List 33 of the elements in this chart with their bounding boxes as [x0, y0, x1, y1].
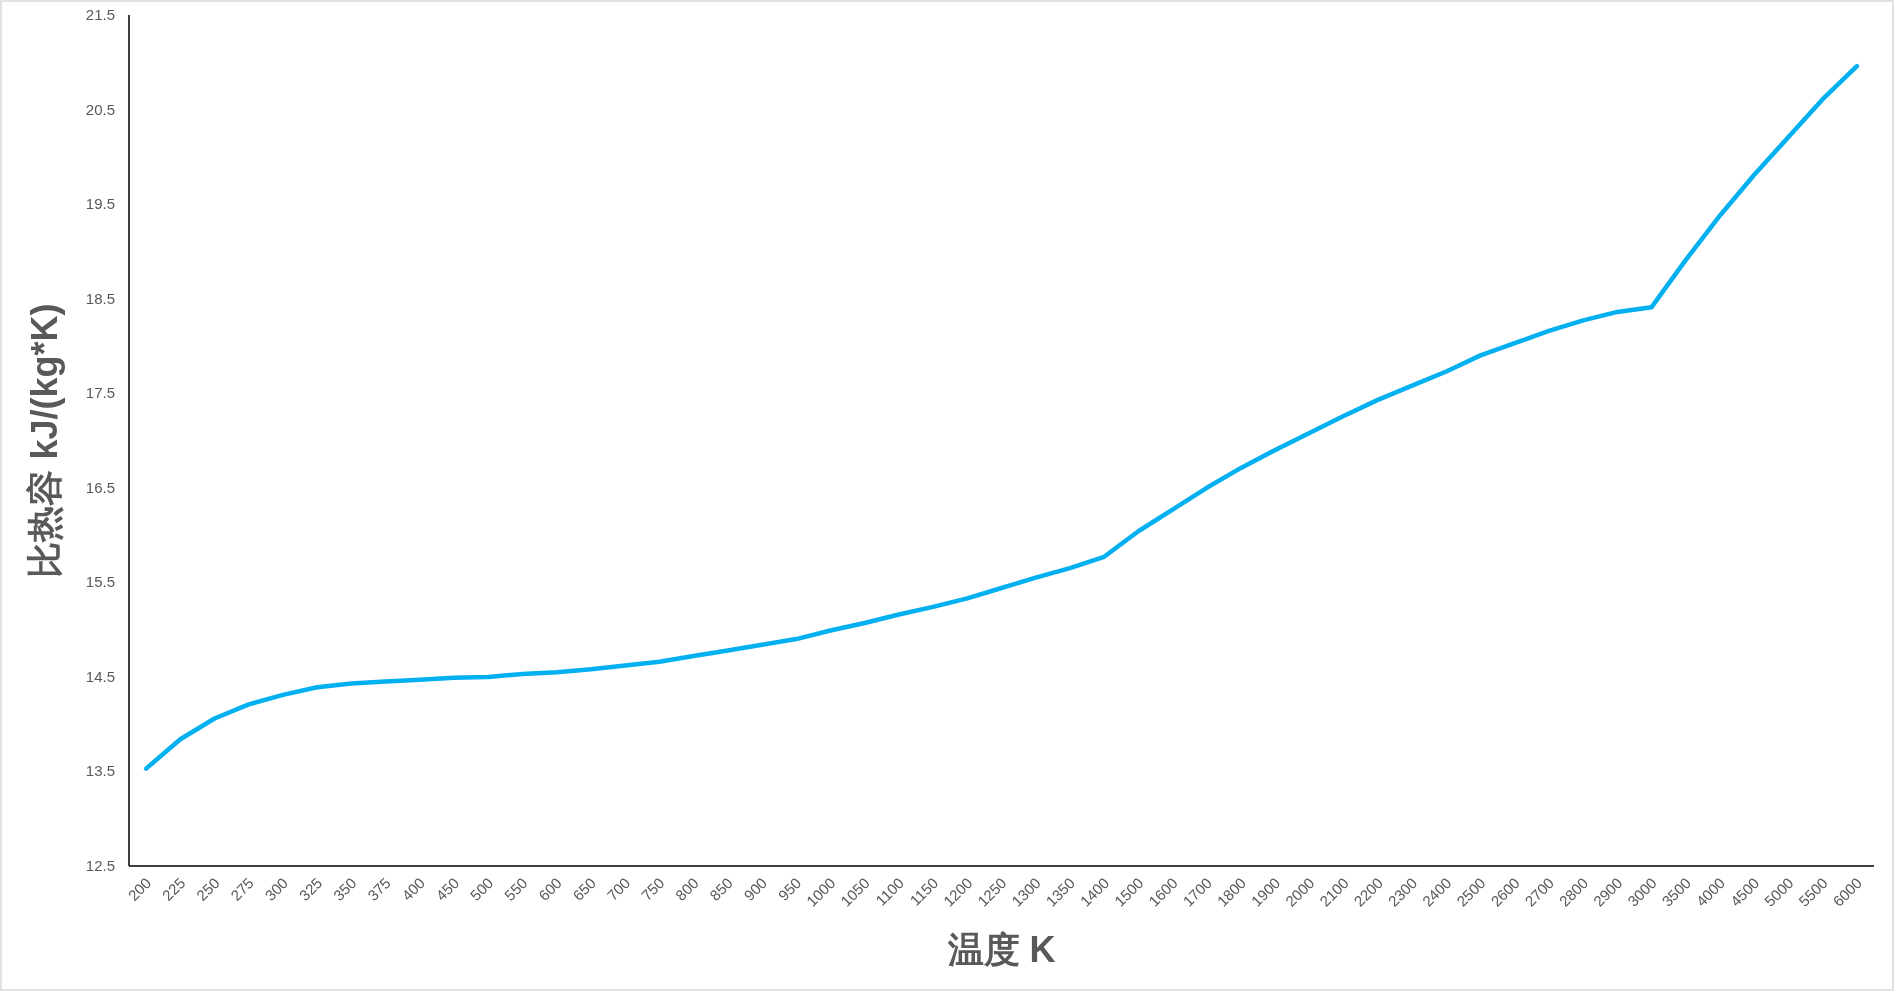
y-tick-label: 21.5 — [85, 6, 115, 23]
y-tick-label: 14.5 — [85, 667, 115, 685]
x-tick-label: 550 — [500, 874, 531, 904]
x-tick-label: 400 — [398, 874, 428, 904]
x-tick-label: 325 — [295, 874, 326, 904]
y-tick-label: 12.5 — [85, 857, 115, 874]
x-tick-label: 225 — [158, 874, 189, 904]
x-tick-label: 650 — [569, 874, 600, 904]
y-tick-label: 13.5 — [85, 762, 115, 780]
x-tick-label: 750 — [637, 874, 668, 904]
y-tick-label: 18.5 — [85, 289, 115, 307]
y-axis-title: 比热容 kJ/(kg*K) — [24, 303, 65, 578]
y-tick-label: 15.5 — [85, 573, 115, 591]
x-axis-title: 温度 K — [946, 929, 1056, 970]
x-tick-label: 600 — [535, 874, 565, 904]
x-tick-label: 850 — [706, 874, 736, 904]
x-tick-label: 450 — [432, 874, 463, 904]
y-tick-label: 19.5 — [85, 195, 115, 213]
y-tick-label: 16.5 — [85, 478, 115, 496]
x-tick-label: 275 — [227, 874, 257, 904]
line-series — [143, 63, 1860, 771]
y-tick-label: 20.5 — [85, 100, 115, 118]
x-tick-label: 350 — [329, 874, 360, 904]
x-tick-label: 500 — [466, 874, 497, 904]
x-tick-label: 800 — [671, 874, 702, 904]
x-tick-label: 900 — [740, 874, 771, 904]
x-tick-label: 200 — [124, 874, 155, 904]
x-tick-label: 300 — [261, 874, 292, 904]
x-tick-label: 375 — [364, 874, 394, 904]
x-tick-label: 950 — [774, 874, 805, 904]
x-tick-label: 250 — [192, 874, 223, 904]
y-tick-label: 17.5 — [85, 384, 115, 402]
x-tick-label: 700 — [603, 874, 634, 904]
